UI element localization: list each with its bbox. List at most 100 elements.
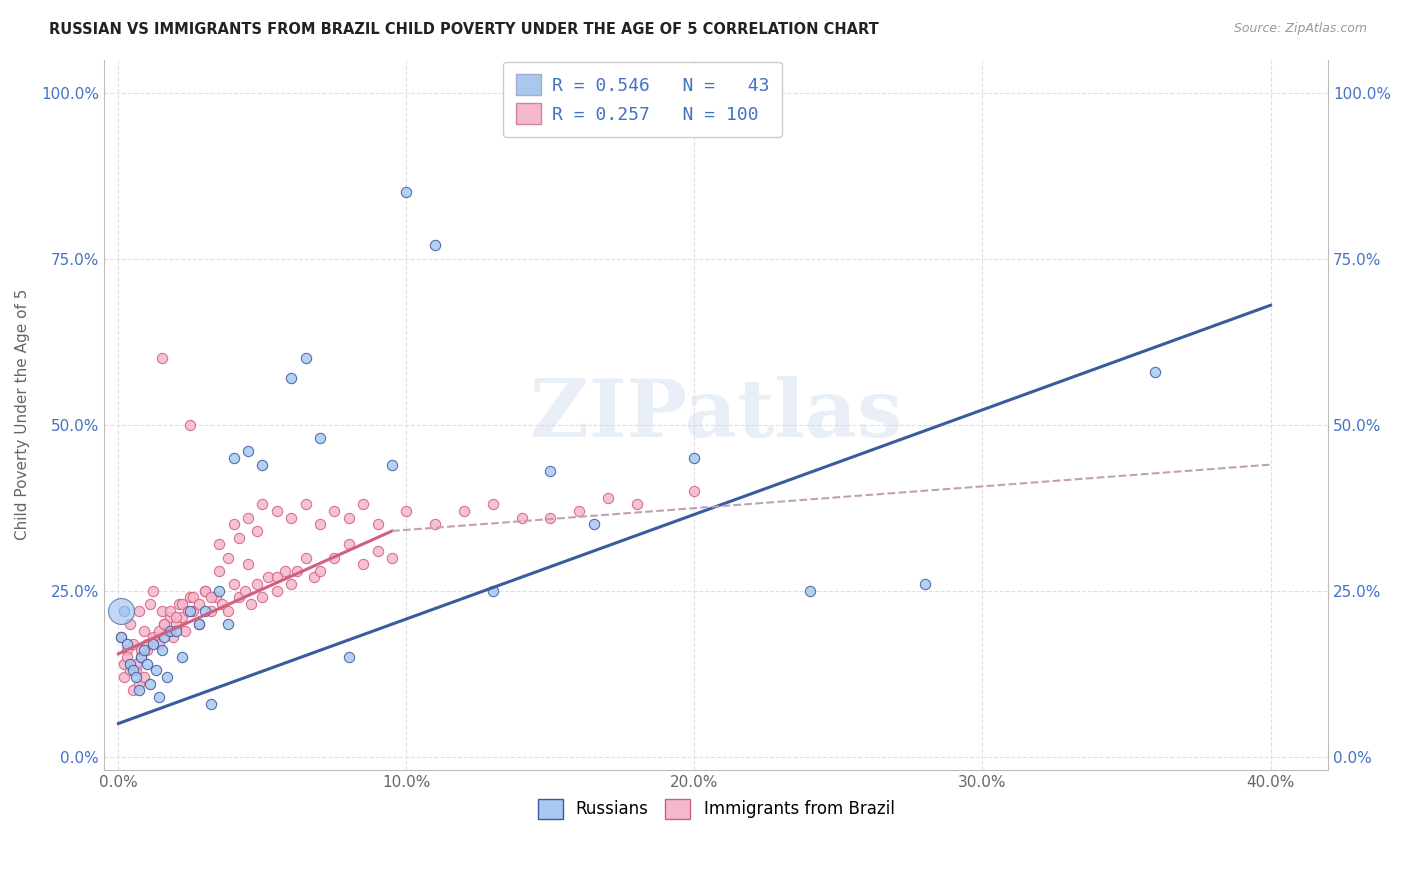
Point <box>252 591 274 605</box>
Text: Source: ZipAtlas.com: Source: ZipAtlas.com <box>1233 22 1367 36</box>
Point <box>134 670 156 684</box>
Point <box>136 643 159 657</box>
Point <box>181 604 204 618</box>
Point <box>309 564 332 578</box>
Point <box>367 517 389 532</box>
Point <box>568 504 591 518</box>
Point <box>510 510 533 524</box>
Point <box>482 583 505 598</box>
Point <box>799 583 821 598</box>
Legend: Russians, Immigrants from Brazil: Russians, Immigrants from Brazil <box>531 792 901 826</box>
Point <box>136 657 159 671</box>
Point <box>425 517 447 532</box>
Point <box>134 643 156 657</box>
Point <box>156 670 179 684</box>
Point <box>323 550 346 565</box>
Point <box>124 670 146 684</box>
Point <box>211 597 233 611</box>
Point <box>136 637 159 651</box>
Point <box>208 583 231 598</box>
Point <box>596 491 619 505</box>
Point <box>145 664 167 678</box>
Point <box>159 610 181 624</box>
Point <box>395 186 418 200</box>
Point <box>217 616 239 631</box>
Point <box>128 604 150 618</box>
Point <box>148 637 170 651</box>
Point <box>110 604 132 618</box>
Point <box>121 683 143 698</box>
Point <box>148 624 170 638</box>
Point <box>179 417 201 432</box>
Point <box>110 630 132 644</box>
Point <box>150 604 173 618</box>
Point <box>285 564 308 578</box>
Point <box>257 570 280 584</box>
Point <box>188 597 211 611</box>
Point <box>159 624 181 638</box>
Point <box>115 643 138 657</box>
Point <box>115 637 138 651</box>
Point <box>148 690 170 704</box>
Point <box>150 351 173 366</box>
Point <box>538 510 561 524</box>
Point <box>165 624 187 638</box>
Point <box>131 643 153 657</box>
Text: ZIPatlas: ZIPatlas <box>530 376 903 454</box>
Point <box>170 610 193 624</box>
Point <box>112 670 135 684</box>
Point <box>159 604 181 618</box>
Point <box>337 537 360 551</box>
Point <box>914 577 936 591</box>
Point <box>239 597 262 611</box>
Point <box>236 557 259 571</box>
Point <box>228 591 250 605</box>
Point <box>121 664 143 678</box>
Point <box>683 484 706 499</box>
Point <box>153 630 176 644</box>
Point <box>131 650 153 665</box>
Point <box>222 517 245 532</box>
Point <box>217 550 239 565</box>
Point <box>200 591 222 605</box>
Point <box>121 637 143 651</box>
Point <box>150 643 173 657</box>
Point <box>165 610 187 624</box>
Point <box>170 597 193 611</box>
Point <box>162 630 184 644</box>
Point <box>188 616 211 631</box>
Point <box>337 650 360 665</box>
Point <box>142 637 165 651</box>
Point <box>294 498 316 512</box>
Point <box>352 498 374 512</box>
Point <box>173 624 195 638</box>
Point <box>134 624 156 638</box>
Point <box>337 510 360 524</box>
Point <box>200 697 222 711</box>
Point <box>142 583 165 598</box>
Point <box>115 650 138 665</box>
Point <box>381 550 404 565</box>
Point <box>128 676 150 690</box>
Point <box>112 657 135 671</box>
Point <box>266 504 288 518</box>
Point <box>266 570 288 584</box>
Point <box>124 657 146 671</box>
Point <box>118 616 141 631</box>
Point <box>165 616 187 631</box>
Point <box>252 498 274 512</box>
Point <box>228 531 250 545</box>
Point <box>156 624 179 638</box>
Point <box>139 676 162 690</box>
Point <box>205 591 228 605</box>
Point <box>309 517 332 532</box>
Point <box>153 616 176 631</box>
Point <box>482 498 505 512</box>
Point <box>352 557 374 571</box>
Point <box>118 664 141 678</box>
Point <box>179 591 201 605</box>
Point <box>208 537 231 551</box>
Point <box>280 510 302 524</box>
Y-axis label: Child Poverty Under the Age of 5: Child Poverty Under the Age of 5 <box>15 289 30 541</box>
Point <box>302 570 325 584</box>
